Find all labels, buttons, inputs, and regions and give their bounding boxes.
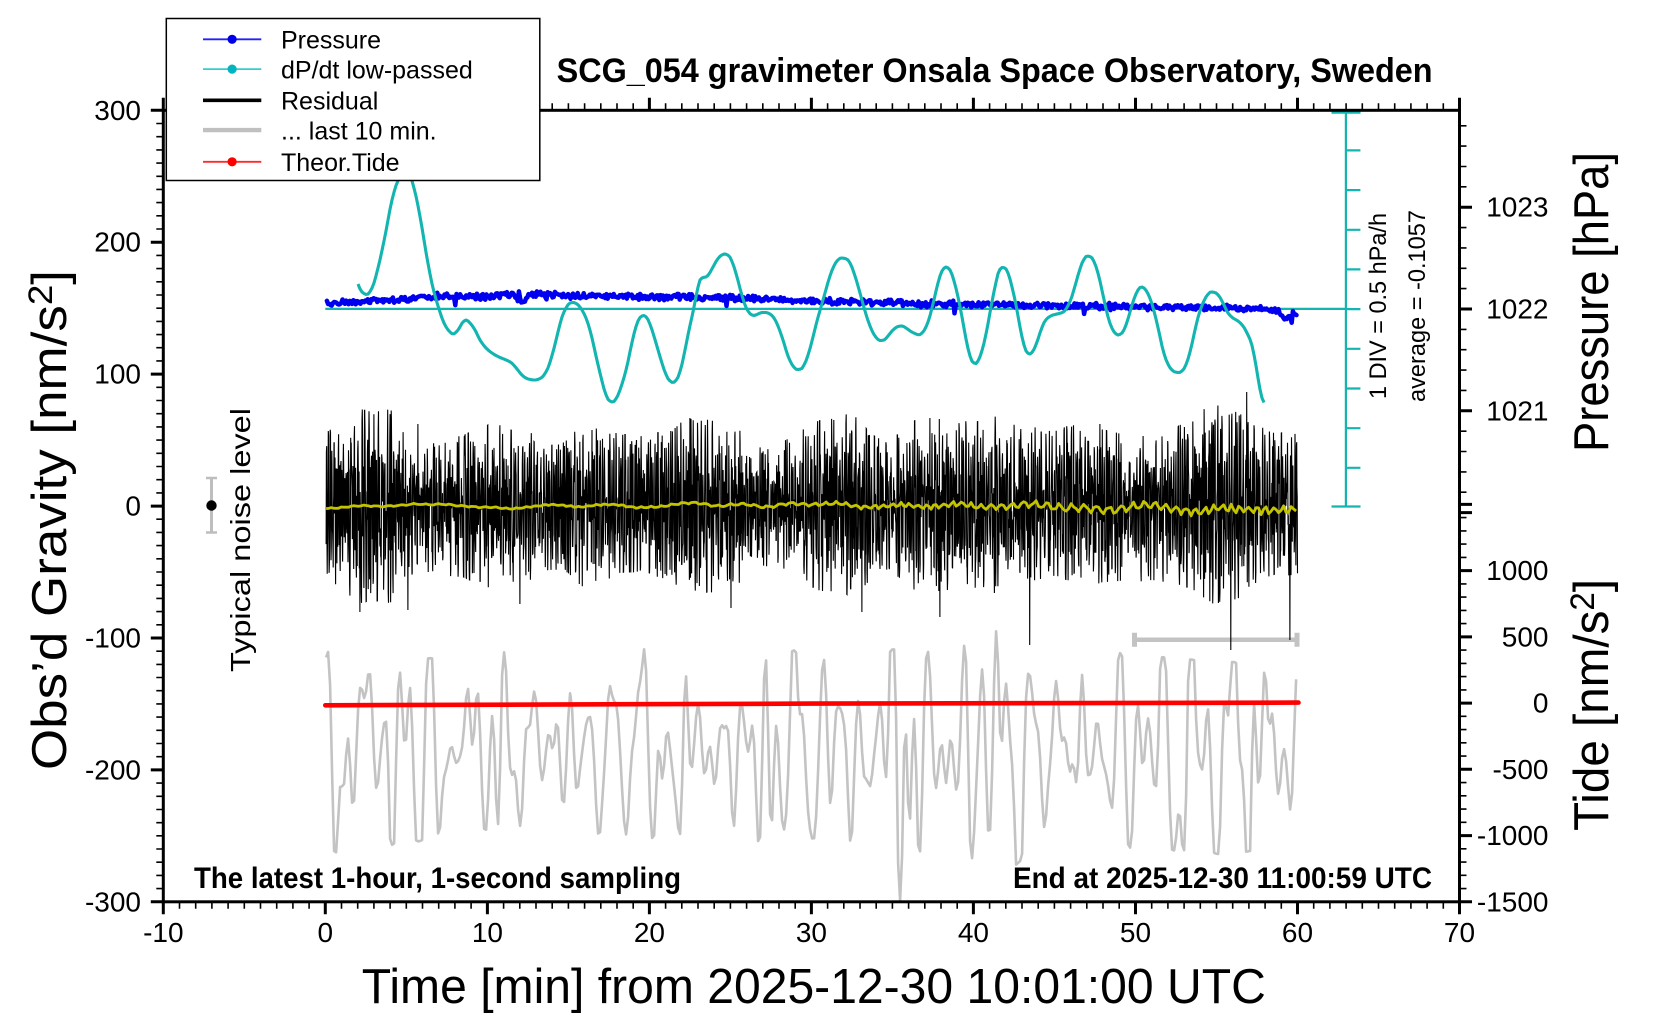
- svg-text:Obs’d Gravity [nm/s2]: Obs’d Gravity [nm/s2]: [22, 270, 77, 770]
- svg-text:60: 60: [1282, 917, 1313, 948]
- svg-text:30: 30: [796, 917, 827, 948]
- svg-text:300: 300: [94, 95, 141, 126]
- svg-text:100: 100: [94, 359, 141, 390]
- svg-text:20: 20: [634, 917, 665, 948]
- svg-text:-500: -500: [1492, 754, 1548, 785]
- svg-text:1000: 1000: [1486, 555, 1548, 586]
- svg-text:0: 0: [125, 491, 141, 522]
- svg-text:Pressure: Pressure: [281, 27, 381, 55]
- svg-text:40: 40: [958, 917, 989, 948]
- svg-text:dP/dt low-passed: dP/dt low-passed: [281, 56, 473, 84]
- svg-text:10: 10: [472, 917, 503, 948]
- svg-text:1021: 1021: [1486, 395, 1548, 426]
- svg-text:Residual: Residual: [281, 88, 378, 116]
- svg-text:Typical noise level: Typical noise level: [225, 408, 256, 672]
- svg-text:Theor.Tide: Theor.Tide: [281, 149, 400, 177]
- svg-text:500: 500: [1502, 621, 1549, 652]
- svg-text:0: 0: [318, 917, 334, 948]
- svg-text:Pressure [hPa]: Pressure [hPa]: [1565, 152, 1619, 452]
- svg-text:Time [min] from 2025-12-30 10:: Time [min] from 2025-12-30 10:01:00 UTC: [362, 960, 1266, 1014]
- svg-text:0: 0: [1533, 688, 1549, 719]
- svg-text:-1000: -1000: [1477, 820, 1549, 851]
- svg-text:-1500: -1500: [1477, 886, 1549, 917]
- svg-text:50: 50: [1120, 917, 1151, 948]
- svg-text:The latest 1-hour, 1-second sa: The latest 1-hour, 1-second sampling: [194, 862, 681, 895]
- svg-text:1023: 1023: [1486, 192, 1548, 223]
- svg-text:1 DIV = 0.5 hPa/h: 1 DIV = 0.5 hPa/h: [1365, 213, 1392, 399]
- svg-text:SCG_054 gravimeter Onsala Spac: SCG_054 gravimeter Onsala Space Observat…: [557, 52, 1433, 90]
- svg-text:1022: 1022: [1486, 294, 1548, 325]
- svg-text:average = -0.1057: average = -0.1057: [1404, 210, 1431, 402]
- svg-text:End at 2025-12-30 11:00:59 UTC: End at 2025-12-30 11:00:59 UTC: [1013, 862, 1432, 895]
- svg-text:-300: -300: [85, 886, 141, 917]
- svg-text:200: 200: [94, 227, 141, 258]
- svg-text:-100: -100: [85, 623, 141, 654]
- svg-text:Tide [nm/s2]: Tide [nm/s2]: [1564, 579, 1619, 831]
- svg-text:-10: -10: [143, 917, 183, 948]
- svg-text:... last 10 min.: ... last 10 min.: [281, 117, 437, 145]
- svg-text:-200: -200: [85, 754, 141, 785]
- svg-text:70: 70: [1444, 917, 1475, 948]
